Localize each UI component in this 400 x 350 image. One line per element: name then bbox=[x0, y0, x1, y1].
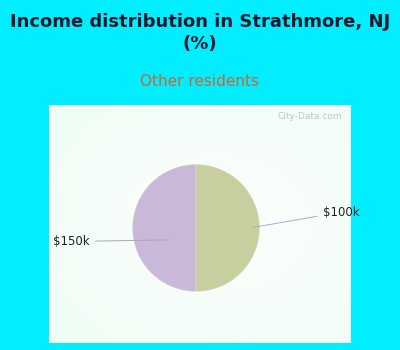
Text: Income distribution in Strathmore, NJ
(%): Income distribution in Strathmore, NJ (%… bbox=[10, 13, 390, 53]
Text: $150k: $150k bbox=[53, 235, 170, 248]
Text: $100k: $100k bbox=[253, 205, 360, 228]
Wedge shape bbox=[196, 164, 260, 292]
Wedge shape bbox=[132, 164, 196, 292]
Text: Other residents: Other residents bbox=[140, 75, 260, 89]
Text: City-Data.com: City-Data.com bbox=[277, 112, 342, 121]
